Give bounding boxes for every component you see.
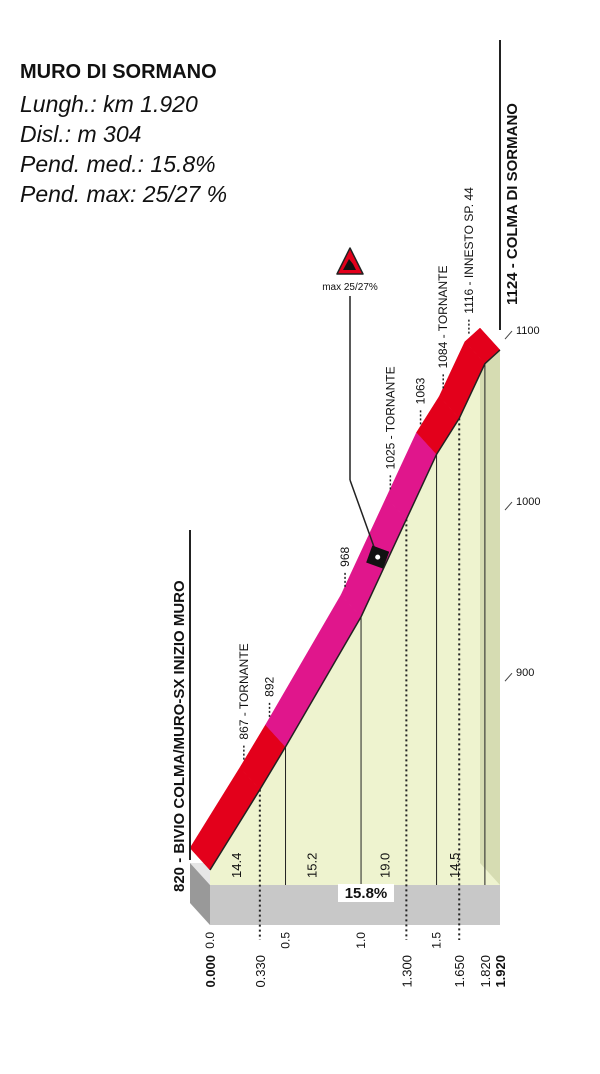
point-label: 1116 - INNESTO SP. 44 bbox=[462, 187, 476, 314]
max-line bbox=[349, 479, 379, 558]
x-tick-label: 0.0 bbox=[203, 932, 217, 949]
x-tick-label: 0.5 bbox=[279, 932, 293, 949]
max-dot bbox=[375, 554, 381, 560]
base-side bbox=[190, 863, 210, 925]
profile-area bbox=[210, 350, 500, 885]
gradient-label: 14.5 bbox=[447, 853, 462, 878]
distance-label: 0.000 bbox=[203, 955, 218, 988]
point-label: 1084 - TORNANTE bbox=[436, 265, 450, 368]
profile-line bbox=[209, 349, 501, 871]
point-label: 867 - TORNANTE bbox=[237, 643, 251, 739]
y-tick bbox=[504, 501, 513, 511]
start-label: 820 - BIVIO COLMA/MURO-SX INIZIO MURO bbox=[171, 580, 188, 892]
x-tick-label: 1.0 bbox=[354, 932, 368, 949]
gradient-label: 19.0 bbox=[378, 853, 393, 878]
gradient-label: 14.4 bbox=[229, 853, 244, 878]
gradient-label: 15.2 bbox=[304, 853, 319, 878]
profile-side bbox=[480, 328, 500, 885]
distance-label: 1.650 bbox=[452, 955, 467, 988]
point-label: 1025 - TORNANTE bbox=[383, 366, 397, 469]
point-label: 892 bbox=[263, 676, 277, 696]
y-tick bbox=[504, 330, 513, 340]
distance-label: 1.300 bbox=[399, 955, 414, 988]
distance-label: 1.820 bbox=[478, 955, 493, 988]
distance-label: 0.330 bbox=[253, 955, 268, 988]
end-label: 1124 - COLMA DI SORMANO bbox=[504, 103, 521, 305]
max-icon-inner bbox=[343, 259, 356, 270]
average-box bbox=[338, 884, 394, 902]
point-label: 968 bbox=[338, 546, 352, 566]
info-line: Disl.: m 304 bbox=[20, 121, 141, 147]
max-label: max 25/27% bbox=[322, 282, 378, 293]
chart-title: MURO DI SORMANO bbox=[20, 61, 217, 83]
y-tick-label: 1000 bbox=[516, 496, 540, 508]
point-label: 1063 bbox=[414, 377, 428, 404]
info-line: Lungh.: km 1.920 bbox=[20, 91, 198, 117]
x-tick-label: 1.5 bbox=[430, 932, 444, 949]
info-line: Pend. med.: 15.8% bbox=[20, 151, 216, 177]
y-tick-label: 1100 bbox=[516, 325, 540, 337]
y-tick-label: 900 bbox=[516, 667, 534, 679]
y-tick bbox=[504, 672, 513, 682]
info-line: Pend. max: 25/27 % bbox=[20, 181, 227, 207]
average-label: 15.8% bbox=[345, 885, 388, 902]
distance-label: 1.920 bbox=[493, 955, 508, 988]
